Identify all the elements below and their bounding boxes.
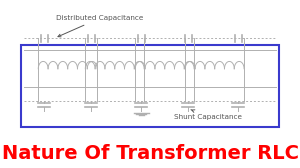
- Text: Shunt Capacitance: Shunt Capacitance: [173, 110, 242, 119]
- Bar: [21, 45, 279, 127]
- Text: Distributed Capacitance: Distributed Capacitance: [56, 15, 143, 37]
- Text: Nature Of Transformer RLC: Nature Of Transformer RLC: [2, 144, 298, 163]
